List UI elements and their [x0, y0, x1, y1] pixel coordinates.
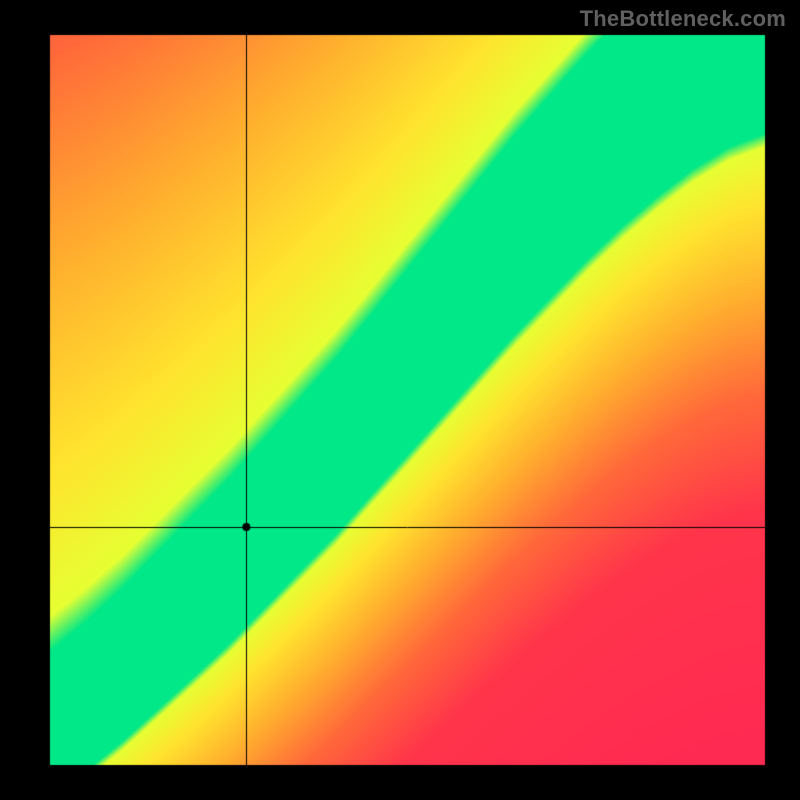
watermark-text: TheBottleneck.com [580, 6, 786, 32]
bottleneck-heatmap [0, 0, 800, 800]
